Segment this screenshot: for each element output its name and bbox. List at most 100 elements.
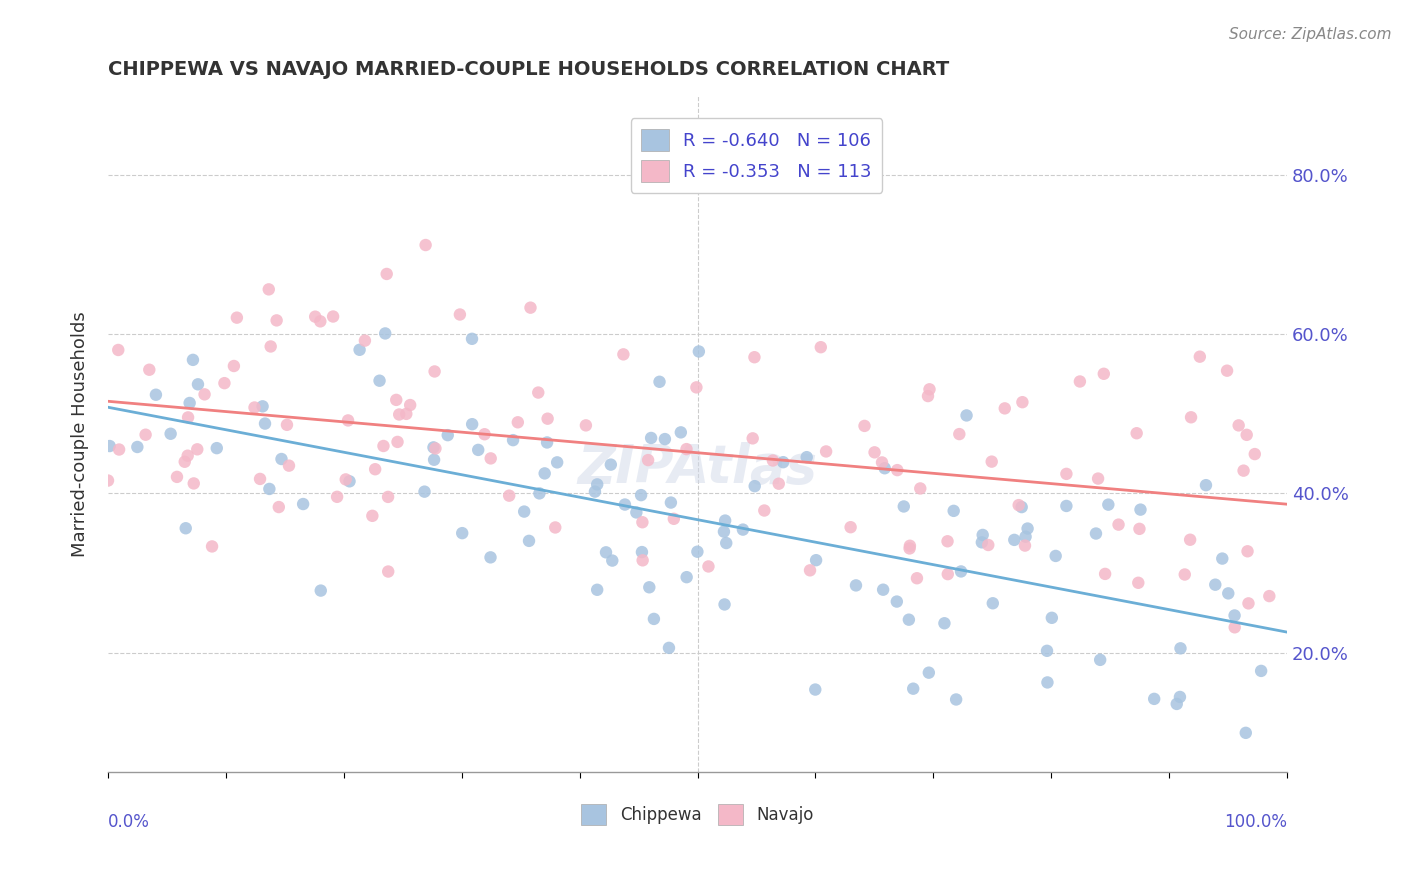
- Point: [685, 380, 707, 394]
- Point: [631, 545, 654, 559]
- Point: [1258, 589, 1281, 603]
- Point: [970, 535, 993, 549]
- Text: 0.0%: 0.0%: [108, 813, 150, 830]
- Point: [586, 582, 609, 597]
- Point: [1166, 697, 1188, 711]
- Point: [1125, 426, 1147, 441]
- Point: [980, 455, 1002, 469]
- Point: [972, 528, 994, 542]
- Point: [1128, 522, 1150, 536]
- Point: [97, 474, 120, 488]
- Point: [252, 400, 274, 414]
- Point: [1168, 690, 1191, 704]
- Point: [1218, 586, 1240, 600]
- Point: [385, 392, 408, 407]
- Point: [744, 479, 766, 493]
- Point: [174, 521, 197, 535]
- Point: [399, 398, 422, 412]
- Point: [179, 396, 201, 410]
- Point: [1243, 447, 1265, 461]
- Point: [375, 267, 398, 281]
- Point: [697, 559, 720, 574]
- Point: [886, 594, 908, 608]
- Point: [658, 640, 681, 655]
- Point: [181, 352, 204, 367]
- Point: [810, 340, 832, 354]
- Point: [981, 596, 1004, 610]
- Point: [205, 441, 228, 455]
- Point: [249, 472, 271, 486]
- Point: [1188, 350, 1211, 364]
- Point: [173, 455, 195, 469]
- Point: [1054, 467, 1077, 481]
- Point: [675, 442, 697, 456]
- Point: [304, 310, 326, 324]
- Point: [260, 339, 283, 353]
- Point: [253, 417, 276, 431]
- Point: [1227, 418, 1250, 433]
- Point: [815, 444, 838, 458]
- Point: [225, 310, 247, 325]
- Text: Source: ZipAtlas.com: Source: ZipAtlas.com: [1229, 27, 1392, 42]
- Point: [905, 571, 928, 585]
- Point: [544, 520, 567, 534]
- Point: [799, 563, 821, 577]
- Point: [1195, 478, 1218, 492]
- Point: [1054, 499, 1077, 513]
- Point: [377, 565, 399, 579]
- Point: [575, 418, 598, 433]
- Point: [436, 428, 458, 442]
- Point: [586, 477, 609, 491]
- Point: [513, 505, 536, 519]
- Point: [1088, 653, 1111, 667]
- Point: [422, 441, 444, 455]
- Point: [1223, 608, 1246, 623]
- Point: [395, 407, 418, 421]
- Point: [506, 415, 529, 429]
- Point: [423, 364, 446, 378]
- Point: [243, 401, 266, 415]
- Point: [741, 431, 763, 445]
- Point: [1092, 367, 1115, 381]
- Point: [536, 435, 558, 450]
- Point: [1002, 533, 1025, 547]
- Point: [1084, 526, 1107, 541]
- Point: [498, 489, 520, 503]
- Point: [388, 408, 411, 422]
- Point: [193, 387, 215, 401]
- Point: [536, 411, 558, 425]
- Point: [804, 682, 827, 697]
- Point: [201, 540, 224, 554]
- Point: [595, 545, 617, 559]
- Point: [686, 545, 709, 559]
- Point: [744, 350, 766, 364]
- Point: [994, 401, 1017, 416]
- Point: [713, 524, 735, 539]
- Point: [1014, 539, 1036, 553]
- Point: [918, 665, 941, 680]
- Point: [267, 500, 290, 514]
- Point: [423, 452, 446, 467]
- Point: [461, 417, 484, 432]
- Point: [640, 431, 662, 445]
- Point: [669, 425, 692, 440]
- Point: [1232, 464, 1254, 478]
- Point: [977, 538, 1000, 552]
- Point: [266, 313, 288, 327]
- Point: [474, 427, 496, 442]
- Point: [897, 613, 920, 627]
- Point: [955, 409, 977, 423]
- Point: [479, 451, 502, 466]
- Point: [166, 470, 188, 484]
- Point: [903, 681, 925, 696]
- Point: [796, 450, 818, 465]
- Point: [675, 570, 697, 584]
- Point: [135, 427, 157, 442]
- Point: [257, 282, 280, 296]
- Point: [1036, 675, 1059, 690]
- Point: [502, 433, 524, 447]
- Point: [714, 514, 737, 528]
- Point: [898, 541, 921, 556]
- Point: [361, 508, 384, 523]
- Point: [413, 484, 436, 499]
